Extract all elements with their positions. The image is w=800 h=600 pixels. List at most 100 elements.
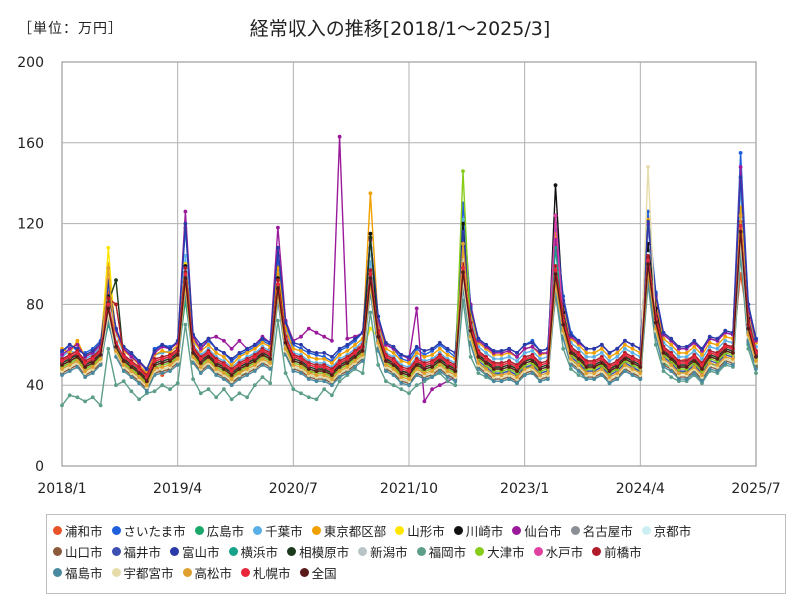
data-point (599, 351, 604, 355)
data-point (345, 357, 350, 361)
data-point (114, 278, 118, 283)
data-point (507, 355, 512, 359)
data-point (545, 365, 550, 369)
data-point (337, 379, 342, 384)
legend-item: 福井市 (111, 542, 161, 561)
data-point (337, 369, 342, 373)
data-point (669, 346, 674, 351)
data-point (507, 365, 512, 369)
data-point (414, 367, 419, 371)
data-point (738, 229, 743, 234)
data-point (306, 363, 311, 367)
legend-label: 横浜市 (240, 545, 279, 560)
data-point (430, 369, 434, 373)
data-point (391, 351, 396, 355)
data-point (222, 387, 226, 392)
data-point (260, 349, 265, 353)
data-point (144, 389, 149, 394)
data-point (461, 169, 465, 174)
data-point (692, 344, 697, 349)
data-point (75, 355, 80, 359)
data-point (669, 353, 674, 357)
data-point (630, 351, 635, 355)
data-point (83, 369, 87, 373)
data-point (615, 355, 620, 359)
data-point (700, 379, 704, 384)
data-point (399, 359, 404, 363)
data-point (276, 286, 280, 291)
data-point (75, 359, 80, 363)
data-point (314, 351, 319, 355)
data-point (715, 346, 720, 351)
data-point (137, 359, 142, 363)
data-point (638, 377, 643, 381)
data-point (407, 355, 411, 359)
legend-label: 名古屋市 (582, 524, 633, 539)
data-point (607, 381, 612, 386)
data-point (198, 361, 203, 365)
data-point (499, 363, 504, 367)
data-point (183, 276, 188, 280)
y-tick-label: 160 (17, 136, 44, 152)
data-point (553, 264, 558, 268)
data-point (607, 369, 612, 373)
data-point (75, 395, 80, 400)
legend-label: 高松市 (194, 566, 233, 581)
data-point (723, 349, 728, 353)
data-point (623, 369, 627, 373)
legend-swatch (111, 526, 121, 535)
data-point (584, 361, 589, 365)
data-point (98, 357, 103, 361)
legend-swatch (416, 547, 426, 556)
legend-item: 仙台市 (512, 521, 562, 540)
data-point (67, 363, 72, 367)
data-point (545, 377, 550, 381)
data-point (715, 342, 720, 347)
data-point (67, 359, 72, 363)
data-point (291, 340, 296, 345)
data-point (491, 363, 496, 367)
data-point (391, 367, 396, 371)
data-point (453, 379, 458, 384)
data-point (368, 191, 373, 196)
data-point (414, 344, 419, 349)
data-point (407, 361, 411, 365)
legend-item: さいたま市 (111, 521, 186, 540)
data-point (353, 355, 357, 359)
data-point (214, 359, 219, 363)
data-point (137, 375, 142, 379)
data-point (576, 338, 581, 343)
data-point (569, 367, 573, 371)
data-point (144, 383, 149, 388)
legend-label: 宇都宮市 (123, 566, 174, 581)
data-point (129, 369, 134, 373)
data-point (646, 219, 650, 224)
data-point (106, 296, 111, 301)
data-point (653, 292, 658, 297)
data-point (754, 355, 758, 359)
data-point (661, 351, 666, 355)
data-point (384, 369, 388, 373)
data-point (437, 359, 442, 363)
data-point (322, 387, 327, 392)
data-point (669, 342, 674, 347)
data-point (430, 375, 434, 379)
data-point (98, 403, 103, 408)
legend-label: 山形市 (407, 524, 445, 539)
data-point (592, 371, 596, 375)
data-point (630, 346, 635, 351)
data-point (67, 369, 72, 373)
data-point (700, 353, 704, 357)
data-point (715, 353, 720, 357)
data-point (522, 373, 527, 377)
data-point (299, 391, 303, 396)
data-point (576, 373, 581, 377)
data-point (653, 342, 658, 347)
data-point (731, 357, 735, 361)
data-point (206, 351, 211, 355)
legend-swatch (111, 568, 121, 577)
data-point (707, 351, 712, 355)
data-point (692, 371, 697, 375)
data-point (437, 369, 442, 373)
